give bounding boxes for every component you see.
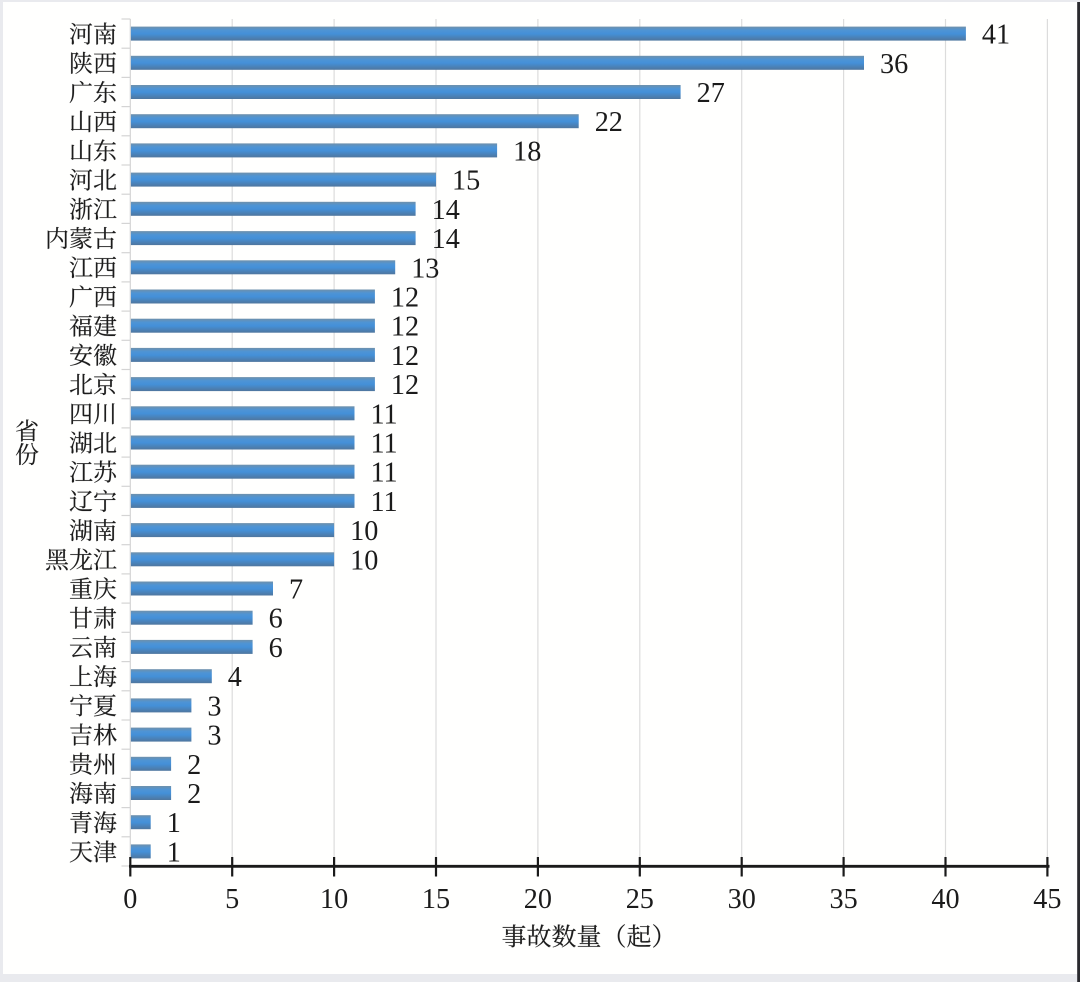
svg-text:12: 12: [391, 312, 419, 343]
svg-text:45: 45: [1033, 884, 1061, 915]
svg-text:4: 4: [228, 662, 242, 693]
svg-text:12: 12: [391, 283, 419, 314]
svg-text:10: 10: [350, 516, 378, 547]
svg-text:36: 36: [880, 49, 908, 80]
svg-text:14: 14: [432, 224, 460, 255]
svg-text:40: 40: [931, 884, 959, 915]
svg-text:20: 20: [524, 884, 552, 915]
svg-text:25: 25: [626, 884, 654, 915]
svg-text:0: 0: [123, 884, 137, 915]
svg-text:10: 10: [320, 884, 348, 915]
svg-text:1: 1: [167, 837, 181, 868]
svg-text:15: 15: [422, 884, 450, 915]
svg-text:41: 41: [982, 20, 1010, 51]
svg-text:12: 12: [391, 370, 419, 401]
svg-text:2: 2: [187, 750, 201, 781]
svg-text:35: 35: [830, 884, 858, 915]
svg-text:6: 6: [269, 633, 283, 664]
svg-text:11: 11: [371, 399, 398, 430]
svg-text:18: 18: [513, 136, 541, 167]
svg-text:11: 11: [371, 458, 398, 489]
svg-text:11: 11: [371, 487, 398, 518]
svg-text:22: 22: [595, 107, 623, 138]
svg-text:27: 27: [697, 78, 725, 109]
svg-text:2: 2: [187, 779, 201, 810]
svg-text:1: 1: [167, 808, 181, 839]
svg-text:30: 30: [728, 884, 756, 915]
svg-text:10: 10: [350, 545, 378, 576]
svg-text:15: 15: [452, 166, 480, 197]
svg-text:11: 11: [371, 429, 398, 460]
svg-text:12: 12: [391, 341, 419, 372]
svg-text:6: 6: [269, 604, 283, 635]
svg-text:13: 13: [411, 253, 439, 284]
svg-text:7: 7: [289, 575, 303, 606]
svg-text:3: 3: [207, 691, 221, 722]
svg-text:5: 5: [225, 884, 239, 915]
svg-text:3: 3: [207, 721, 221, 752]
svg-text:14: 14: [432, 195, 460, 226]
